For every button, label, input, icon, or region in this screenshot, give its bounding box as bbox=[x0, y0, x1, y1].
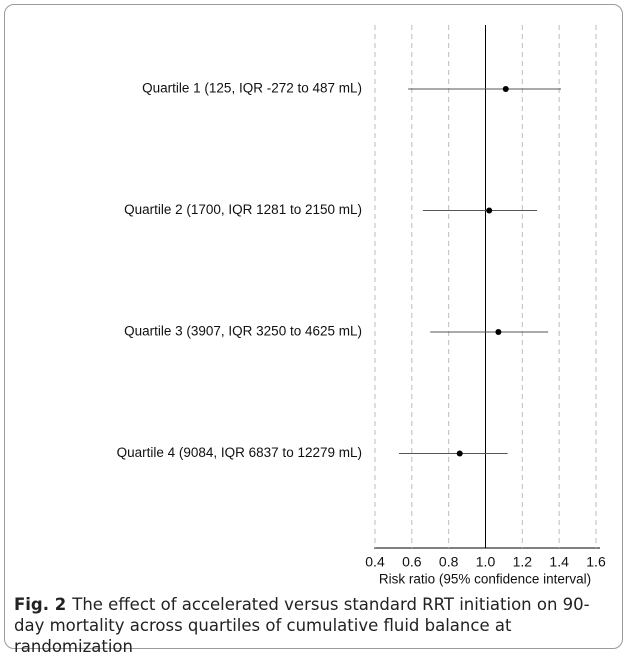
caption-label: Fig. 2 bbox=[14, 595, 67, 614]
chart: Risk ratio (95% confidence interval) 0.4… bbox=[117, 25, 606, 587]
x-tick-label: 0.8 bbox=[439, 554, 459, 570]
caption: Fig. 2 The effect of accelerated versus s… bbox=[14, 594, 609, 657]
point-estimate bbox=[495, 329, 502, 335]
x-tick-label: 1.6 bbox=[586, 554, 606, 570]
point-estimate bbox=[486, 207, 493, 214]
point-estimate bbox=[502, 86, 509, 92]
figure-frame bbox=[4, 4, 623, 649]
category-label: Quartile 2 (1700, IQR 1281 to 2150 mL) bbox=[124, 202, 362, 217]
category-label: Quartile 3 (3907, IQR 3250 to 4625 mL) bbox=[124, 324, 362, 339]
x-tick-label: 1.0 bbox=[476, 554, 496, 570]
category-label: Quartile 4 (9084, IQR 6837 to 12279 mL) bbox=[117, 445, 362, 460]
category-label: Quartile 1 (125, IQR -272 to 487 mL) bbox=[142, 81, 362, 96]
point-estimate bbox=[456, 450, 463, 457]
x-axis-title: Risk ratio (95% confidence interval) bbox=[379, 572, 591, 587]
x-tick-label: 1.4 bbox=[549, 554, 569, 570]
caption-text: The effect of accelerated versus standar… bbox=[14, 595, 590, 656]
x-tick-label: 0.4 bbox=[365, 554, 385, 570]
x-tick-label: 0.6 bbox=[402, 554, 422, 570]
x-tick-label: 1.2 bbox=[513, 554, 533, 570]
